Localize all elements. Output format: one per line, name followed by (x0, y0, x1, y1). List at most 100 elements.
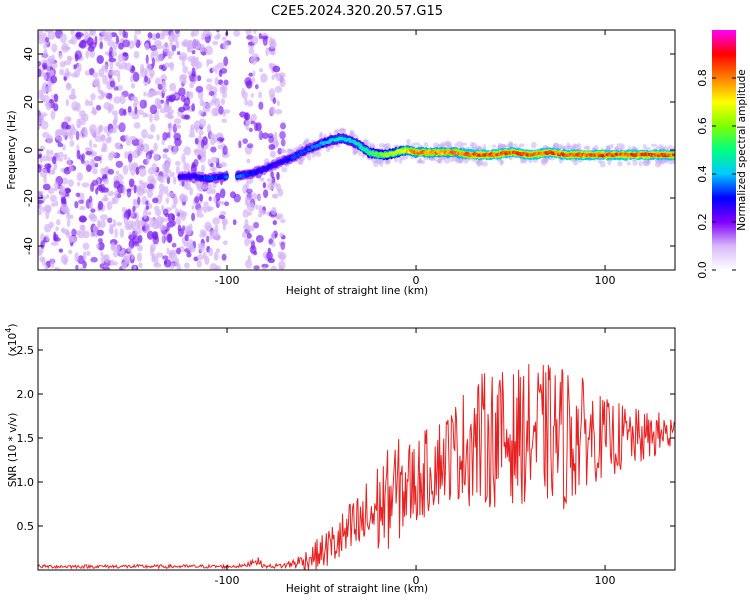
noise-blob (211, 107, 219, 117)
noise-blob (642, 160, 648, 166)
noise-blob (101, 92, 108, 97)
noise-blob (483, 143, 487, 151)
noise-blob (153, 114, 160, 121)
noise-blob (245, 30, 252, 36)
noise-blob (38, 60, 42, 67)
noise-blob (576, 143, 582, 149)
noise-blob (69, 139, 75, 147)
noise-blob (176, 247, 181, 255)
noise-blob (287, 148, 292, 154)
noise-blob (100, 30, 106, 36)
noise-blob (215, 192, 221, 201)
noise-blob (144, 70, 148, 78)
noise-blob (246, 188, 253, 194)
noise-blob (55, 130, 60, 140)
noise-blob (38, 164, 42, 173)
noise-blob (178, 55, 186, 60)
noise-blob (210, 146, 217, 153)
noise-blob (207, 59, 214, 65)
noise-blob (135, 166, 140, 175)
noise-blob (173, 132, 181, 141)
noise-blob (166, 221, 175, 228)
noise-blob (571, 143, 577, 149)
noise-blob (159, 224, 167, 231)
noise-blob (109, 259, 115, 266)
noise-blob (241, 87, 246, 97)
noise-blob (70, 30, 75, 36)
noise-blob (221, 218, 229, 226)
noise-blob (83, 113, 89, 122)
noise-blob (99, 219, 106, 229)
noise-blob (191, 67, 196, 77)
noise-blob (258, 32, 262, 40)
noise-blob (217, 137, 225, 142)
noise-blob (114, 190, 119, 197)
noise-blob (136, 186, 142, 194)
noise-blob (67, 157, 71, 167)
noise-blob (128, 178, 135, 188)
colorbar-tick-label: 0.2 (696, 213, 709, 231)
noise-blob (124, 134, 129, 141)
snr-y-multiplier: (x104) (4, 324, 19, 357)
noise-blob (181, 153, 186, 164)
noise-blob (253, 221, 260, 229)
noise-blob (40, 233, 45, 242)
noise-blob (114, 243, 121, 253)
noise-blob (81, 182, 90, 188)
noise-blob (169, 94, 176, 102)
noise-blob (130, 96, 138, 101)
noise-blob (461, 142, 468, 146)
noise-blob (197, 154, 202, 160)
ridge-cell (298, 152, 303, 156)
noise-blob (451, 155, 458, 162)
noise-blob (155, 43, 163, 50)
noise-blob (158, 189, 164, 199)
noise-blob (46, 149, 50, 157)
snr-multiplier-base: (x10 (7, 333, 19, 357)
noise-blob (94, 163, 99, 168)
noise-blob (186, 162, 190, 173)
noise-blob (213, 195, 217, 204)
noise-blob (199, 233, 206, 238)
noise-blob (115, 160, 124, 168)
noise-blob (219, 188, 226, 199)
noise-blob (191, 212, 196, 222)
snr-y-ticks: 0.5 1.0 1.5 2.0 2.5 (17, 344, 675, 533)
noise-blob (75, 264, 79, 270)
noise-blob (437, 158, 443, 164)
noise-blob (491, 144, 496, 148)
noise-blob (63, 154, 68, 161)
noise-blob (258, 101, 264, 110)
noise-blob (90, 231, 94, 238)
x-tick-label: -100 (215, 574, 240, 587)
noise-blob (222, 145, 228, 156)
noise-blob (106, 131, 111, 137)
noise-blob (82, 260, 87, 269)
noise-blob (166, 234, 173, 243)
noise-blob (250, 113, 257, 122)
noise-blob (122, 185, 126, 195)
noise-blob (127, 153, 133, 163)
noise-blob (118, 122, 126, 133)
noise-blob (245, 259, 253, 269)
noise-blob (71, 228, 77, 237)
noise-blob (280, 218, 286, 224)
noise-blob (59, 33, 67, 44)
noise-blob (74, 201, 79, 209)
noise-blob (59, 187, 66, 198)
noise-blob (270, 231, 276, 241)
noise-blob (56, 219, 61, 226)
noise-blob (65, 83, 72, 91)
noise-blob (90, 256, 98, 263)
noise-blob (643, 143, 647, 149)
noise-blob (124, 31, 129, 39)
noise-blob (132, 205, 136, 213)
noise-blob (198, 109, 204, 116)
noise-blob (197, 242, 206, 249)
noise-blob (43, 175, 47, 184)
noise-blob (153, 153, 160, 162)
noise-blob (206, 235, 210, 243)
noise-blob (255, 204, 259, 210)
noise-blob (248, 47, 255, 55)
